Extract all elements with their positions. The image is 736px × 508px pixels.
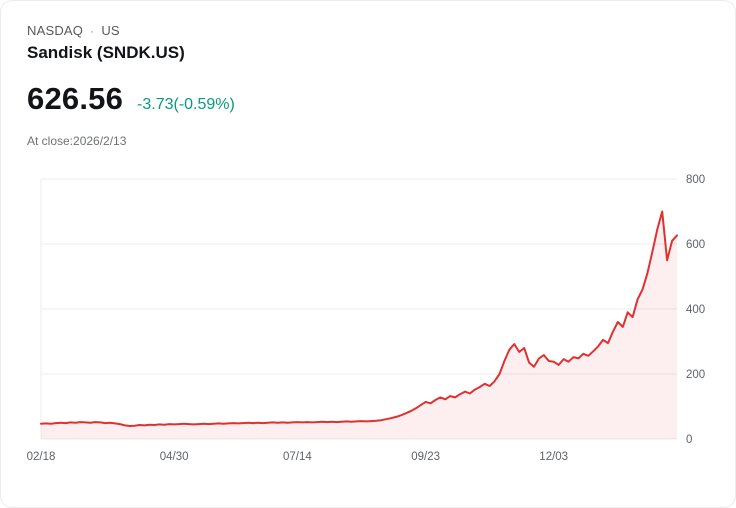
separator-dot: · (90, 23, 95, 38)
svg-text:200: 200 (686, 369, 705, 381)
svg-text:400: 400 (686, 304, 705, 316)
svg-text:800: 800 (686, 174, 705, 186)
svg-text:09/23: 09/23 (411, 451, 440, 463)
price-change: -3.73(-0.59%) (137, 96, 235, 113)
svg-text:07/14: 07/14 (283, 451, 312, 463)
quote-header: NASDAQ · US Sandisk (SNDK.US) 626.56 -3.… (1, 1, 735, 148)
svg-text:600: 600 (686, 239, 705, 251)
price-chart[interactable]: 0 200 400 600 800 02/18 04/30 07/14 09/23 12/03 (1, 169, 735, 479)
stock-title: Sandisk (SNDK.US) (27, 43, 185, 62)
region-label: US (101, 23, 120, 38)
svg-text:0: 0 (686, 434, 692, 446)
svg-text:12/03: 12/03 (539, 451, 568, 463)
price-chart-svg: 0 200 400 600 800 02/18 04/30 07/14 09/23 12/03 (27, 174, 706, 463)
exchange-label: NASDAQ (27, 23, 84, 38)
exchange-row: NASDAQ · US (27, 23, 709, 38)
as-of-label: At close:2026/2/13 (27, 134, 127, 148)
price-row: 626.56 -3.73(-0.59%) (27, 81, 709, 117)
svg-text:02/18: 02/18 (27, 451, 56, 463)
last-price: 626.56 (27, 81, 124, 116)
svg-text:04/30: 04/30 (160, 451, 189, 463)
